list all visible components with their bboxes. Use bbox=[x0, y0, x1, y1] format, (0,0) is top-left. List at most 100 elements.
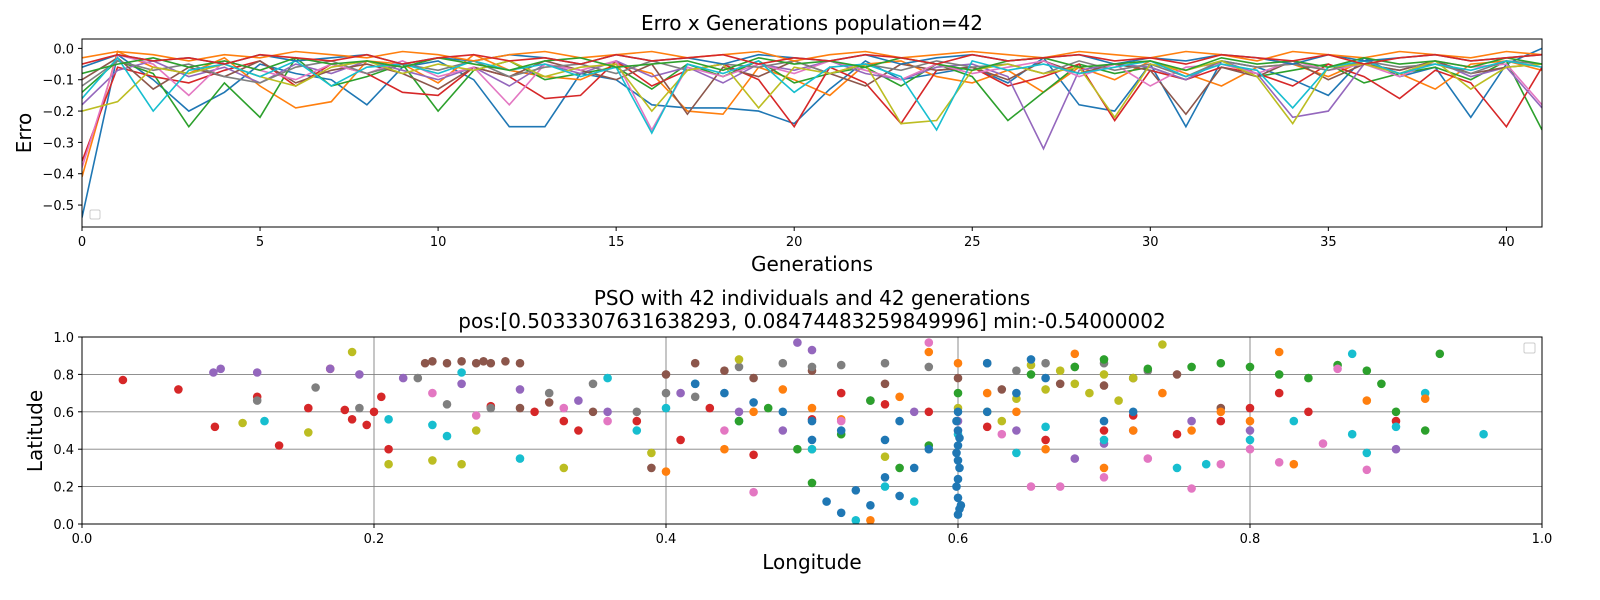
scatter-point bbox=[118, 375, 128, 385]
scatter-point bbox=[982, 407, 992, 417]
scatter-point bbox=[1099, 381, 1109, 390]
scatter-point bbox=[1012, 407, 1021, 417]
scatter-point bbox=[457, 379, 466, 389]
line-series-13 bbox=[82, 56, 1542, 75]
scatter-point bbox=[1245, 416, 1255, 426]
scatter-point bbox=[836, 416, 846, 426]
line-xtick-label-0: 0 bbox=[78, 235, 86, 250]
scatter-point bbox=[880, 452, 890, 462]
scatter-point bbox=[515, 385, 525, 394]
scatter-point bbox=[1216, 416, 1226, 426]
scatter-point bbox=[749, 398, 758, 407]
scatter-point bbox=[355, 403, 364, 413]
scatter-chart-ylabel: Latitude bbox=[23, 390, 47, 472]
scatter-chart-title: PSO with 42 individuals and 42 generatio… bbox=[594, 286, 1030, 310]
scatter-point bbox=[1435, 349, 1445, 359]
scatter-point bbox=[1245, 426, 1255, 435]
scatter-point bbox=[574, 426, 583, 435]
scatter-point bbox=[632, 407, 642, 417]
scatter-xtick-label-0: 0.0 bbox=[72, 532, 93, 547]
scatter-point bbox=[428, 456, 437, 465]
scatter-point bbox=[1216, 407, 1226, 417]
line-chart: Erro x Generations population=42 0 5 10 15 2… bbox=[12, 11, 1543, 276]
scatter-point bbox=[734, 355, 744, 364]
line-xtick-label-10: 10 bbox=[430, 235, 447, 250]
scatter-point bbox=[880, 473, 890, 482]
line-chart-axes: 0 5 10 15 20 25 30 35 40 0.0 −0.1 −0.2 −0.3 −0.4 −0.5 bbox=[42, 42, 1514, 250]
scatter-point bbox=[924, 444, 934, 454]
line-xtick-label-35: 35 bbox=[1320, 235, 1337, 250]
scatter-point bbox=[398, 373, 408, 383]
line-chart-frame bbox=[81, 38, 1543, 228]
scatter-point bbox=[574, 396, 583, 405]
scatter-point bbox=[690, 358, 700, 368]
scatter-point bbox=[544, 388, 554, 398]
scatter-point bbox=[457, 459, 466, 469]
scatter-chart-frame bbox=[81, 336, 1543, 525]
scatter-point bbox=[442, 358, 452, 368]
scatter-point bbox=[924, 407, 934, 417]
scatter-point bbox=[515, 454, 525, 463]
scatter-point bbox=[369, 407, 379, 417]
scatter-series-4 bbox=[252, 358, 1153, 417]
scatter-point bbox=[174, 385, 183, 394]
scatter-point bbox=[953, 388, 963, 398]
line-series-12 bbox=[82, 50, 1542, 62]
scatter-point bbox=[953, 493, 963, 503]
scatter-point bbox=[953, 441, 963, 450]
scatter-point bbox=[952, 416, 961, 426]
line-series-10 bbox=[82, 56, 1542, 135]
scatter-point bbox=[1333, 364, 1342, 374]
scatter-point bbox=[515, 403, 525, 413]
scatter-point bbox=[1216, 459, 1226, 469]
scatter-point bbox=[1377, 379, 1386, 389]
scatter-point bbox=[661, 388, 671, 398]
scatter-point bbox=[1391, 444, 1401, 454]
scatter-point bbox=[749, 450, 758, 460]
scatter-point bbox=[1128, 407, 1138, 417]
scatter-point bbox=[384, 459, 393, 469]
line-series-8 bbox=[82, 60, 1542, 87]
scatter-point bbox=[515, 358, 525, 368]
scatter-ytick-label-5: 1.0 bbox=[53, 331, 74, 346]
scatter-point bbox=[1012, 448, 1021, 458]
scatter-point bbox=[1099, 426, 1109, 435]
scatter-point bbox=[661, 370, 671, 379]
scatter-point bbox=[895, 463, 904, 473]
scatter-point bbox=[1026, 482, 1036, 491]
scatter-point bbox=[428, 420, 437, 430]
scatter-point bbox=[734, 407, 744, 417]
scatter-point bbox=[807, 478, 817, 488]
scatter-point bbox=[1420, 426, 1430, 435]
scatter-point bbox=[1041, 373, 1050, 383]
scatter-point bbox=[1070, 454, 1080, 463]
scatter-point bbox=[1099, 435, 1109, 445]
scatter-point bbox=[384, 415, 393, 424]
scatter-series-8 bbox=[661, 347, 1430, 524]
scatter-point bbox=[778, 385, 788, 394]
scatter-point bbox=[1274, 347, 1284, 357]
scatter-point bbox=[603, 407, 612, 417]
scatter-point bbox=[661, 403, 671, 413]
scatter-point bbox=[1055, 379, 1065, 389]
scatter-point bbox=[924, 347, 934, 357]
scatter-point bbox=[413, 373, 423, 383]
scatter-point bbox=[997, 385, 1007, 394]
scatter-point bbox=[377, 392, 386, 402]
scatter-point bbox=[632, 416, 642, 426]
scatter-point bbox=[955, 463, 964, 473]
scatter-point bbox=[952, 448, 961, 458]
scatter-point bbox=[603, 416, 612, 426]
scatter-point bbox=[442, 400, 452, 409]
scatter-point bbox=[880, 435, 890, 445]
scatter-point bbox=[1245, 403, 1255, 413]
scatter-point bbox=[1362, 465, 1372, 475]
scatter-point bbox=[705, 403, 715, 413]
scatter-point bbox=[1055, 366, 1065, 376]
line-ytick-label-5: −0.5 bbox=[42, 199, 74, 214]
scatter-point bbox=[588, 407, 598, 417]
scatter-point bbox=[501, 357, 510, 366]
scatter-point bbox=[1012, 366, 1021, 376]
scatter-xtick-label-4: 0.8 bbox=[1240, 532, 1261, 547]
